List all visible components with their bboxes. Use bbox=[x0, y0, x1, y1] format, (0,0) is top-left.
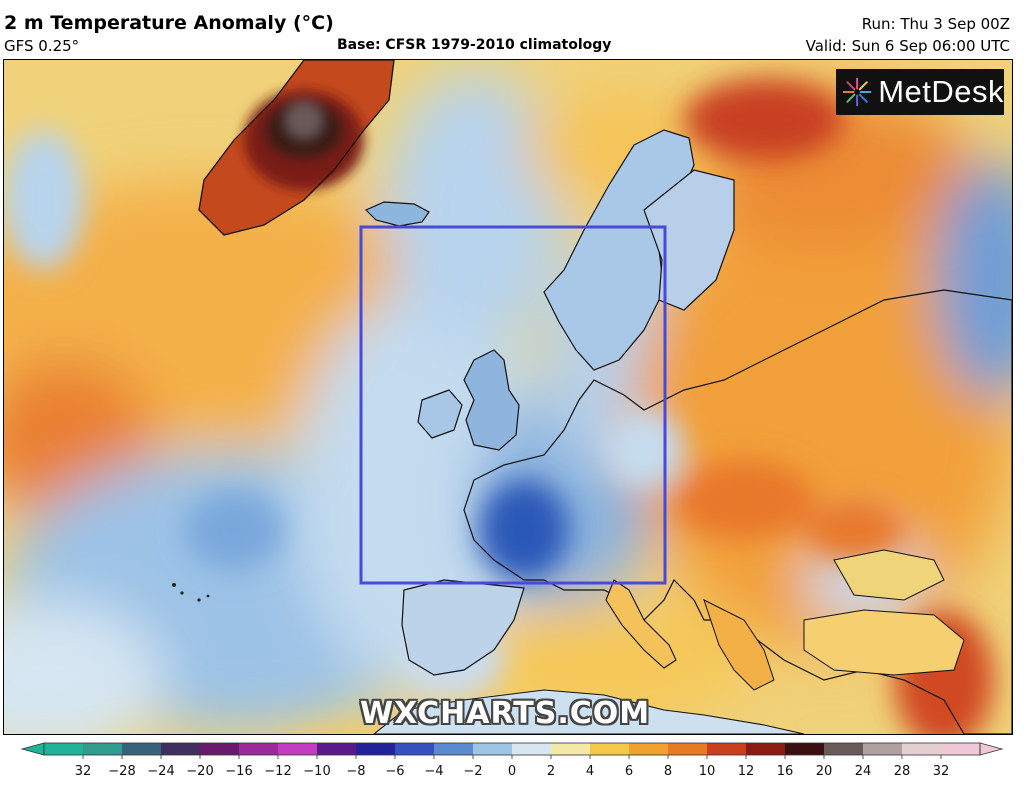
balkans-landmass bbox=[703, 599, 775, 691]
run-time-label: Run: Thu 3 Sep 00Z bbox=[861, 15, 1010, 33]
north-africa-landmass bbox=[373, 689, 805, 734]
colorbar-tick-label: 0 bbox=[508, 764, 516, 779]
colorbar-min-arrow bbox=[20, 742, 45, 756]
colorbar-tick-label: 20 bbox=[816, 764, 833, 779]
colorbar-tick-label: 16 bbox=[777, 764, 794, 779]
star-burst-icon bbox=[842, 77, 872, 107]
colorbar-cell bbox=[746, 743, 786, 755]
metdesk-logo: MetDesk bbox=[836, 69, 1004, 115]
colorbar-cell bbox=[668, 743, 708, 755]
colorbar-tick-label: 28 bbox=[894, 764, 911, 779]
turkey-landmass bbox=[803, 609, 965, 676]
colorbar-ticks: 32 −28 −24 −20 −16 −12 −10 −8 −6 −4 −2 0 2 4 6 8 10 12 16 2… bbox=[75, 755, 950, 779]
continental-europe-outline bbox=[463, 289, 1012, 734]
metdesk-logo-text: MetDesk bbox=[878, 74, 1004, 109]
colorbar-tick-label: 2 bbox=[547, 764, 555, 779]
great-britain-landmass bbox=[463, 349, 520, 451]
colorbar-cell bbox=[356, 743, 396, 755]
colorbar-cells bbox=[20, 742, 1004, 756]
colorbar-cell bbox=[590, 743, 630, 755]
colorbar-cell bbox=[824, 743, 864, 755]
valid-time-label: Valid: Sun 6 Sep 06:00 UTC bbox=[805, 37, 1010, 55]
colorbar-cell bbox=[434, 743, 474, 755]
colorbar-cell bbox=[512, 743, 552, 755]
black-sea bbox=[833, 549, 945, 601]
colorbar-tick-label: 8 bbox=[664, 764, 672, 779]
colorbar-cell bbox=[629, 743, 669, 755]
colorbar-cell bbox=[941, 743, 981, 755]
colorbar-tick-label: −20 bbox=[186, 764, 213, 779]
colorbar-cell bbox=[551, 743, 591, 755]
map-canvas bbox=[4, 60, 1012, 734]
italy-landmass bbox=[605, 579, 677, 669]
colorbar-tick-label: 6 bbox=[625, 764, 633, 779]
colorbar-tick-label: 32 bbox=[933, 764, 950, 779]
model-label: GFS 0.25° bbox=[4, 37, 80, 55]
colorbar-tick-label: −28 bbox=[108, 764, 135, 779]
colorbar-tick-label: −24 bbox=[147, 764, 174, 779]
colorbar-cell bbox=[863, 743, 903, 755]
colorbar-cell bbox=[317, 743, 357, 755]
colorbar-tick-label: −2 bbox=[463, 764, 482, 779]
temperature-anomaly-map: MetDesk WXCHARTS.COM bbox=[3, 59, 1013, 735]
study-region-box bbox=[359, 225, 667, 585]
colorbar-tick-label: −6 bbox=[385, 764, 404, 779]
colorbar-cell bbox=[278, 743, 318, 755]
azores-islands bbox=[172, 583, 210, 602]
colorbar-tick-label: −10 bbox=[303, 764, 330, 779]
colorbar-cell bbox=[200, 743, 240, 755]
climatology-base-label: Base: CFSR 1979-2010 climatology bbox=[337, 37, 612, 53]
iceland-landmass bbox=[364, 201, 430, 227]
colorbar-tick-label: 32 bbox=[75, 764, 92, 779]
colorbar-cell bbox=[122, 743, 162, 755]
colorbar-tick-label: 24 bbox=[855, 764, 872, 779]
colorbar-cell bbox=[161, 743, 201, 755]
chart-title: 2 m Temperature Anomaly (°C) bbox=[4, 12, 334, 34]
colorbar-cell bbox=[785, 743, 825, 755]
greenland-landmass bbox=[198, 60, 395, 236]
colorbar-cell bbox=[44, 743, 84, 755]
colorbar-tick-label: 4 bbox=[586, 764, 594, 779]
colorbar-cell bbox=[707, 743, 747, 755]
colorbar-max-arrow bbox=[979, 742, 1004, 756]
colorbar-tick-label: −8 bbox=[346, 764, 365, 779]
colorbar-tick-label: −12 bbox=[264, 764, 291, 779]
colorbar-cell bbox=[239, 743, 279, 755]
colorbar-cell bbox=[902, 743, 942, 755]
colorbar-cell bbox=[473, 743, 513, 755]
colorbar-legend: 32 −28 −24 −20 −16 −12 −10 −8 −6 −4 −2 0 2 4 6 8 10 12 16 2… bbox=[20, 742, 1004, 779]
colorbar-tick-label: −16 bbox=[225, 764, 252, 779]
colorbar-cell bbox=[395, 743, 435, 755]
colorbar-tick-label: 10 bbox=[699, 764, 716, 779]
wxcharts-watermark: WXCHARTS.COM bbox=[360, 696, 651, 731]
colorbar-cell bbox=[83, 743, 123, 755]
colorbar-tick-label: −4 bbox=[424, 764, 443, 779]
colorbar-tick-label: 12 bbox=[738, 764, 755, 779]
ireland-landmass bbox=[417, 389, 463, 439]
